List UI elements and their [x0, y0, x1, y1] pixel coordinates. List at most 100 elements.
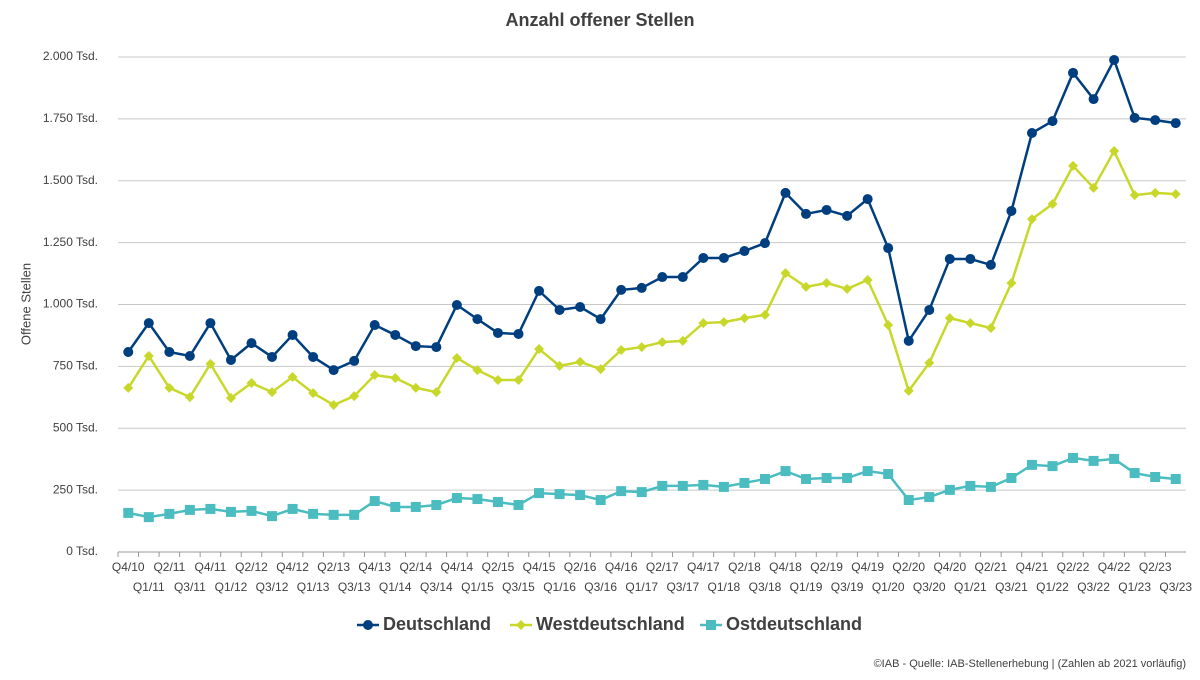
legend-marker	[363, 620, 373, 630]
data-point	[390, 501, 401, 512]
data-point	[575, 356, 586, 367]
data-point	[349, 355, 360, 366]
y-tick-label: 1.500 Tsd.	[43, 173, 98, 187]
data-point	[616, 345, 627, 356]
data-point	[944, 313, 955, 324]
y-tick-label: 1.000 Tsd.	[43, 297, 98, 311]
data-point	[965, 480, 976, 491]
data-point	[123, 507, 134, 518]
data-point	[184, 392, 195, 403]
data-point	[492, 497, 503, 508]
data-point	[903, 495, 914, 506]
x-tick-label: Q3/14	[420, 580, 453, 594]
x-tick-label: Q2/23	[1139, 560, 1172, 574]
data-point	[1068, 67, 1079, 78]
data-point	[1150, 115, 1161, 126]
data-point	[554, 360, 565, 371]
data-point	[184, 350, 195, 361]
data-point	[143, 512, 154, 523]
data-point	[369, 320, 380, 331]
x-tick-label: Q1/17	[625, 580, 658, 594]
x-tick-label: Q4/22	[1098, 560, 1131, 574]
data-point	[1170, 118, 1181, 129]
data-point	[472, 314, 483, 325]
data-point	[636, 487, 647, 498]
data-point	[862, 466, 873, 477]
data-point	[759, 309, 770, 320]
x-tick-label: Q1/23	[1118, 580, 1151, 594]
data-point	[862, 194, 873, 205]
data-point	[164, 508, 175, 519]
data-point	[759, 473, 770, 484]
x-tick-label: Q1/12	[215, 580, 248, 594]
data-point	[534, 285, 545, 296]
data-point	[123, 347, 134, 358]
data-point	[718, 481, 729, 492]
data-point	[1088, 455, 1099, 466]
x-tick-label: Q4/13	[358, 560, 391, 574]
data-point	[390, 373, 401, 384]
legend-marker	[706, 620, 716, 630]
x-tick-label: Q2/11	[153, 560, 185, 574]
data-point	[595, 364, 606, 375]
x-tick-label: Q2/15	[482, 560, 515, 574]
x-tick-label: Q3/13	[338, 580, 371, 594]
data-point	[1088, 182, 1099, 193]
x-tick-label: Q1/16	[543, 580, 576, 594]
data-point	[1170, 189, 1181, 200]
data-point	[328, 509, 339, 520]
data-point	[657, 480, 668, 491]
legend-marker	[516, 620, 526, 630]
data-point	[205, 318, 216, 329]
x-tick-label: Q1/11	[133, 580, 165, 594]
data-point	[821, 472, 832, 483]
data-point	[164, 347, 175, 358]
y-tick-label: 500 Tsd.	[53, 420, 98, 434]
data-point	[862, 274, 873, 285]
x-tick-label: Q2/18	[728, 560, 761, 574]
x-tick-label: Q1/14	[379, 580, 412, 594]
data-point	[267, 511, 278, 522]
data-point	[1026, 214, 1037, 225]
data-point	[534, 344, 545, 355]
data-point	[780, 466, 791, 477]
data-point	[616, 284, 627, 295]
data-point	[513, 374, 524, 385]
data-point	[1088, 94, 1099, 105]
data-point	[739, 313, 750, 324]
x-tick-label: Q3/19	[831, 580, 864, 594]
data-point	[985, 259, 996, 270]
chart-title: Anzahl offener Stellen	[505, 10, 694, 30]
x-tick-label: Q3/18	[749, 580, 782, 594]
data-point	[924, 357, 935, 368]
data-point	[513, 328, 524, 339]
data-point	[698, 479, 709, 490]
data-point	[431, 499, 442, 510]
x-tick-label: Q2/14	[399, 560, 432, 574]
data-point	[369, 496, 380, 507]
data-point	[1068, 452, 1079, 463]
x-tick-label: Q4/12	[276, 560, 309, 574]
data-point	[944, 253, 955, 264]
x-tick-label: Q2/12	[235, 560, 268, 574]
data-point	[164, 382, 175, 393]
y-tick-label: 2.000 Tsd.	[43, 49, 98, 63]
data-point	[718, 252, 729, 263]
data-point	[842, 210, 853, 221]
data-point	[431, 342, 442, 353]
data-point	[698, 318, 709, 329]
data-point	[575, 301, 586, 312]
data-point	[944, 484, 955, 495]
data-point	[985, 323, 996, 334]
data-point	[1109, 146, 1120, 157]
x-tick-label: Q4/18	[769, 560, 802, 574]
data-point	[677, 480, 688, 491]
x-tick-label: Q4/15	[523, 560, 556, 574]
y-tick-label: 1.750 Tsd.	[43, 111, 98, 125]
footnote: ©IAB - Quelle: IAB-Stellenerhebung | (Za…	[874, 658, 1186, 670]
data-point	[883, 320, 894, 331]
data-point	[184, 504, 195, 515]
data-point	[410, 341, 421, 352]
data-point	[143, 350, 154, 361]
